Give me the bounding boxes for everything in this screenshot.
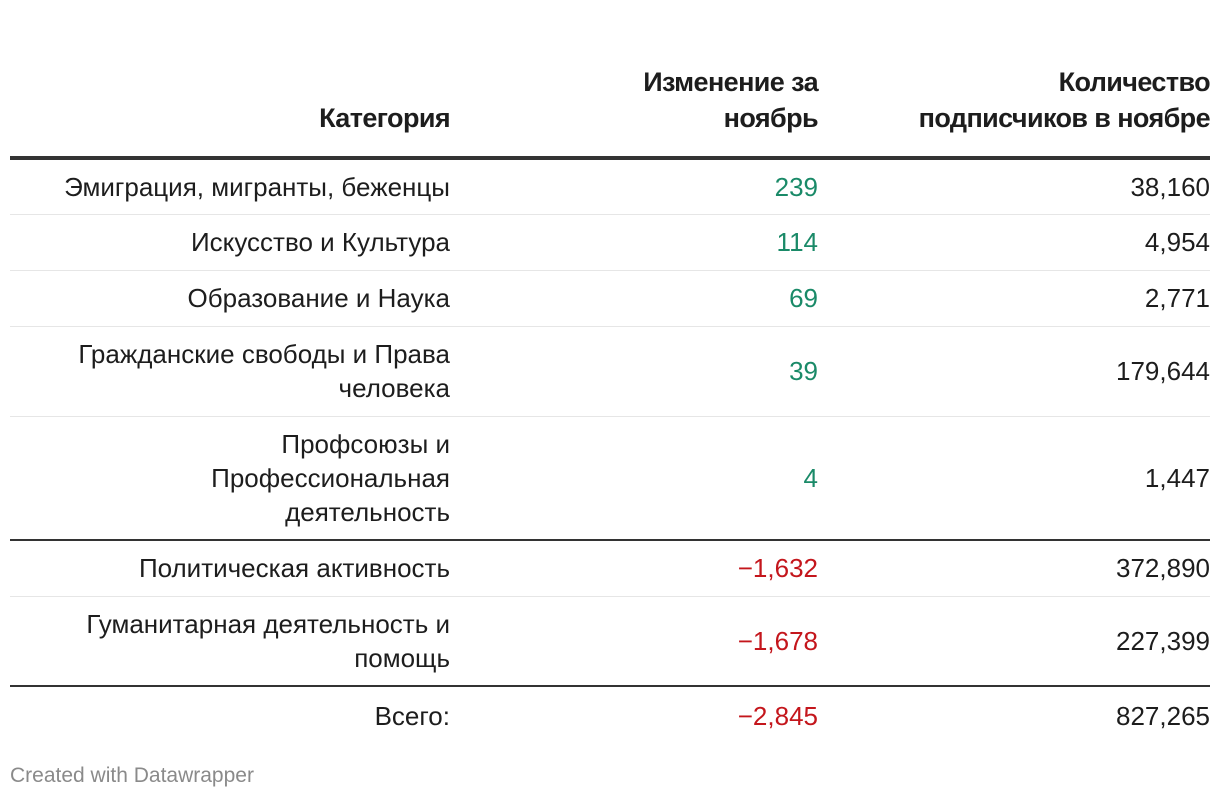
cell-subscribers: 2,771 [818,270,1210,327]
table-row: Образование и Наука 69 2,771 [10,270,1210,327]
cell-change: 69 [450,270,818,327]
cell-subscribers: 827,265 [1116,700,1210,731]
cell-change: 114 [450,214,818,271]
cell-subscribers: 227,399 [818,596,1210,687]
cell-category: Политическая активность [10,540,450,597]
cell-category: Образование и Наука [10,270,450,327]
cell-category: Искусство и Культура [10,214,450,271]
table-row: Политическая активность −1,632 372,890 [10,540,1210,597]
cell-category: Всего: [374,700,450,731]
column-header-change[interactable]: Изменение за ноябрь [450,0,819,160]
cell-subscribers: 1,447 [818,416,1210,541]
cell-change: −1,678 [450,596,818,687]
table-row: Всего: −2,845 827,265 [10,686,1210,744]
cell-category: Эмиграция, мигранты, беженцы [10,158,450,215]
table-row: Профсоюзы и Профессиональная деятельност… [10,416,1210,541]
subscribers-table: Категория Изменение за ноябрь Количество… [10,0,1211,744]
datawrapper-credit: Created with Datawrapper [10,764,254,787]
column-header-subscribers[interactable]: Количество подписчиков в ноябре [818,0,1211,160]
table-row: Гуманитарная деятельность и помощь −1,678… [10,596,1210,687]
table-row: Гражданские свободы и Права человека 39 17… [10,326,1210,417]
data-table-container: Категория Изменение за ноябрь Количество… [10,0,1211,744]
cell-change: −2,845 [737,700,818,731]
cell-subscribers: 179,644 [818,326,1210,417]
cell-category: Профсоюзы и Профессиональная деятельност… [10,416,450,541]
cell-change: 39 [450,326,818,417]
cell-change: −1,632 [450,540,818,597]
cell-change: 4 [450,416,818,541]
cell-subscribers: 4,954 [818,214,1210,271]
cell-category: Гражданские свободы и Права человека [10,326,450,417]
table-row: Искусство и Культура 114 4,954 [10,214,1210,271]
cell-subscribers: 372,890 [818,540,1210,597]
cell-change: 239 [450,158,818,215]
table-header-row: Категория Изменение за ноябрь Количество… [10,0,1211,160]
cell-subscribers: 38,160 [818,158,1210,215]
column-header-category[interactable]: Категория [10,0,451,160]
table-row: Эмиграция, мигранты, беженцы 239 38,160 [10,158,1210,215]
cell-category: Гуманитарная деятельность и помощь [10,596,450,687]
